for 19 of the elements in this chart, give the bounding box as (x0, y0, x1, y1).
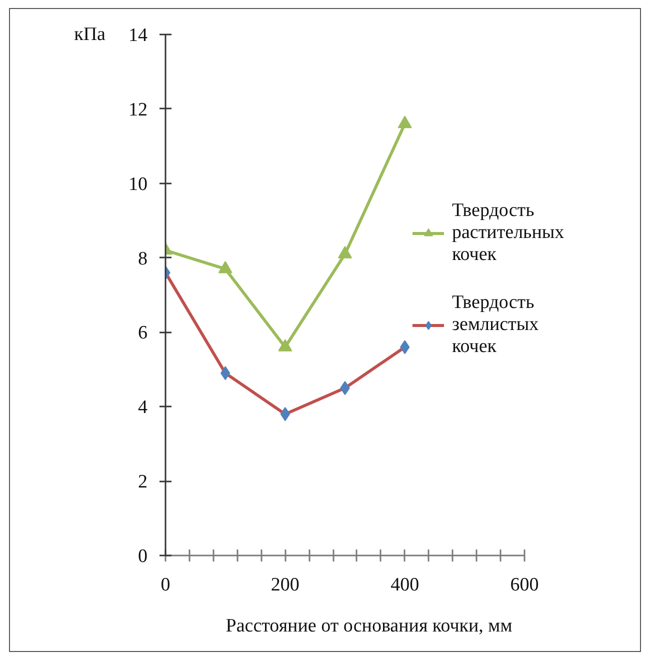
y-tick-label: 6 (138, 322, 148, 344)
legend-label: Твердость землистых кочек (452, 292, 539, 358)
point (218, 260, 232, 274)
y-axis-title: кПа (74, 24, 106, 45)
y-tick-label: 12 (128, 99, 148, 120)
x-tick-label: 400 (390, 574, 420, 596)
y-tick-label: 4 (138, 397, 148, 418)
x-axis-title: Расстояние от основания кочки, мм (226, 616, 512, 636)
point (338, 246, 352, 258)
point (398, 116, 412, 128)
legend-label: Твердость растительных кочек (452, 200, 564, 266)
y-tick-label: 8 (138, 248, 148, 270)
y-tick-label: 0 (138, 546, 148, 567)
y-tick-label: 10 (128, 174, 148, 195)
y-tick-label: 14 (128, 25, 148, 46)
x-tick-label: 0 (160, 574, 170, 596)
x-tick-label: 600 (510, 574, 539, 596)
y-tick-label: 2 (138, 472, 148, 493)
x-tick-label: 200 (270, 574, 300, 596)
